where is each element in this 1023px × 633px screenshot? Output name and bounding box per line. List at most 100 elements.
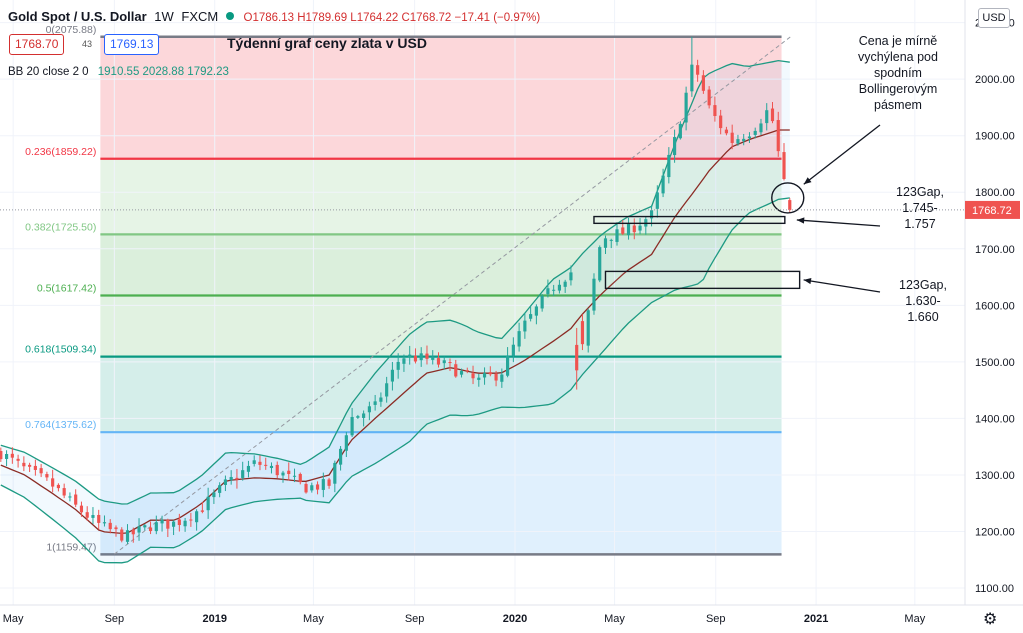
- candle-body: [563, 281, 567, 287]
- chart-title: Týdenní graf ceny zlata v USD: [227, 35, 427, 51]
- candle-body: [45, 474, 49, 478]
- interval-label[interactable]: 1W: [154, 9, 174, 24]
- candle-body: [408, 354, 412, 358]
- note-line: vychýlena pod: [858, 50, 938, 64]
- candle-body: [241, 470, 245, 478]
- bid-price-button[interactable]: 1768.70: [9, 34, 65, 55]
- candle-body: [626, 224, 631, 236]
- candle-body: [339, 448, 343, 465]
- candle-body: [298, 473, 302, 483]
- candle-body: [511, 344, 515, 356]
- trend-line: [114, 36, 791, 555]
- candle-body: [661, 175, 665, 194]
- x-tick-label: May: [904, 613, 925, 625]
- candle-body: [621, 227, 625, 234]
- candle-body: [546, 288, 550, 295]
- candle-body: [396, 361, 400, 370]
- note-line: spodním: [874, 66, 922, 80]
- y-tick-label: 1300.00: [975, 470, 1015, 482]
- symbol-name[interactable]: Gold Spot / U.S. Dollar: [8, 9, 147, 24]
- bollinger-values: 1910.55 2028.88 1792.23: [97, 66, 229, 78]
- candle-body: [327, 479, 331, 486]
- candle-body: [344, 435, 348, 451]
- y-tick-label: 1100.00: [975, 583, 1014, 595]
- candle-body: [102, 522, 107, 524]
- candle-body: [788, 200, 792, 210]
- fib-level-label: 0(2075.88): [46, 24, 97, 36]
- candle-body: [638, 225, 642, 231]
- candle-body: [667, 154, 671, 178]
- candle-body: [373, 401, 377, 405]
- spread-value: 43: [82, 39, 93, 49]
- candle-body: [97, 514, 101, 523]
- market-status-icon: [225, 12, 234, 20]
- y-tick-label: 1200.00: [975, 526, 1015, 538]
- candle-body: [223, 479, 227, 485]
- ohlc-readout: O1786.13 H1789.69 L1764.22 C1768.72 −17.…: [243, 12, 541, 24]
- x-tick-label: 2021: [804, 613, 828, 625]
- y-tick-label: 1700.00: [975, 244, 1015, 256]
- candle-body: [713, 105, 717, 117]
- candle-body: [229, 477, 233, 481]
- y-tick-label: 2000.00: [975, 74, 1015, 86]
- note-line: 123Gap,: [899, 278, 947, 292]
- candle-body: [246, 465, 251, 472]
- candle-body: [172, 521, 176, 527]
- note-gap-2: 123Gap, 1.630- 1.660: [889, 277, 957, 325]
- candle-body: [425, 353, 429, 359]
- x-tick-label: May: [3, 613, 24, 625]
- x-tick-label: Sep: [105, 613, 125, 625]
- candle-body: [264, 464, 268, 466]
- candle-body: [696, 65, 700, 75]
- arrow-gap-1: [796, 219, 881, 227]
- candle-body: [74, 494, 78, 505]
- gear-icon[interactable]: ⚙: [983, 611, 998, 628]
- fib-level-label: 0.236(1859.22): [25, 146, 96, 158]
- gap-box: [604, 270, 801, 290]
- note-line: 123Gap,: [896, 185, 944, 199]
- candle-body: [436, 358, 441, 365]
- bollinger-lower-line: [0, 197, 790, 564]
- note-line: pásmem: [874, 98, 922, 112]
- candle-body: [552, 289, 556, 291]
- candle-body: [690, 64, 694, 92]
- candle-body: [753, 130, 757, 135]
- x-tick-label: May: [604, 613, 625, 625]
- x-tick-label: Sep: [706, 613, 726, 625]
- y-tick-label: 1400.00: [975, 413, 1015, 425]
- candle-body: [500, 374, 504, 382]
- candle-body: [770, 108, 775, 122]
- candle-body: [632, 225, 636, 233]
- candle-body: [269, 465, 274, 469]
- candle-body: [557, 284, 562, 291]
- candle-body: [747, 136, 752, 139]
- arrow-gap-2-head: [803, 277, 812, 285]
- candle-body: [592, 278, 596, 311]
- candle-body: [413, 355, 418, 362]
- candle-body: [39, 468, 43, 474]
- candle-body: [367, 406, 371, 413]
- fib-level-label: 1(1159.47): [46, 541, 96, 553]
- candle-body: [465, 370, 469, 372]
- fib-level-label: 0.764(1375.62): [25, 419, 96, 431]
- candle-body: [321, 479, 325, 490]
- candle-body: [258, 461, 262, 465]
- candle-body: [598, 247, 602, 281]
- candle-body: [742, 138, 746, 142]
- candle-body: [287, 470, 291, 475]
- candle-body: [356, 416, 360, 418]
- ask-price-button[interactable]: 1769.13: [104, 34, 160, 55]
- candle-body: [402, 358, 406, 364]
- candle-body: [494, 373, 498, 381]
- bollinger-legend[interactable]: BB 20 close 2 0 1910.55 2028.88 1792.23: [8, 66, 229, 78]
- candle-body: [56, 484, 60, 489]
- candle-body: [506, 355, 510, 376]
- x-tick-label: Sep: [405, 613, 425, 625]
- note-line: 1.630-: [905, 294, 941, 308]
- currency-button[interactable]: USD: [978, 8, 1010, 28]
- x-tick-label: 2019: [202, 613, 226, 625]
- arrow-gap-2: [803, 279, 881, 293]
- candle-body: [160, 519, 164, 524]
- candle-body: [419, 353, 423, 361]
- candle-body: [125, 530, 130, 542]
